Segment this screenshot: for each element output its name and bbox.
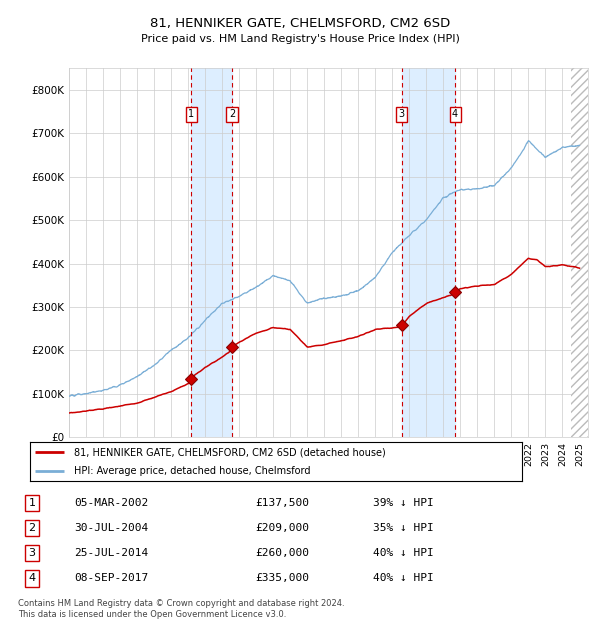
Text: £335,000: £335,000 [255,574,309,583]
Text: 2: 2 [29,523,35,533]
Text: 81, HENNIKER GATE, CHELMSFORD, CM2 6SD: 81, HENNIKER GATE, CHELMSFORD, CM2 6SD [150,17,450,30]
Text: Contains HM Land Registry data © Crown copyright and database right 2024.
This d: Contains HM Land Registry data © Crown c… [18,600,344,619]
Text: 40% ↓ HPI: 40% ↓ HPI [373,548,434,558]
Text: 08-SEP-2017: 08-SEP-2017 [74,574,149,583]
Text: 40% ↓ HPI: 40% ↓ HPI [373,574,434,583]
Text: 4: 4 [29,574,35,583]
Text: £209,000: £209,000 [255,523,309,533]
Text: £260,000: £260,000 [255,548,309,558]
Text: 25-JUL-2014: 25-JUL-2014 [74,548,149,558]
Text: 4: 4 [452,109,458,119]
Text: Price paid vs. HM Land Registry's House Price Index (HPI): Price paid vs. HM Land Registry's House … [140,34,460,44]
Text: 81, HENNIKER GATE, CHELMSFORD, CM2 6SD (detached house): 81, HENNIKER GATE, CHELMSFORD, CM2 6SD (… [74,448,386,458]
Bar [191,68,232,437]
Text: 05-MAR-2002: 05-MAR-2002 [74,498,149,508]
Bar [402,68,455,437]
Text: £137,500: £137,500 [255,498,309,508]
Text: 1: 1 [29,498,35,508]
Text: 35% ↓ HPI: 35% ↓ HPI [373,523,434,533]
Bar [571,68,588,437]
Text: 1: 1 [188,109,194,119]
Text: 39% ↓ HPI: 39% ↓ HPI [373,498,434,508]
Text: 3: 3 [29,548,35,558]
Text: 2: 2 [229,109,235,119]
Text: 3: 3 [399,109,405,119]
Text: 30-JUL-2004: 30-JUL-2004 [74,523,149,533]
Text: HPI: Average price, detached house, Chelmsford: HPI: Average price, detached house, Chel… [74,466,311,476]
